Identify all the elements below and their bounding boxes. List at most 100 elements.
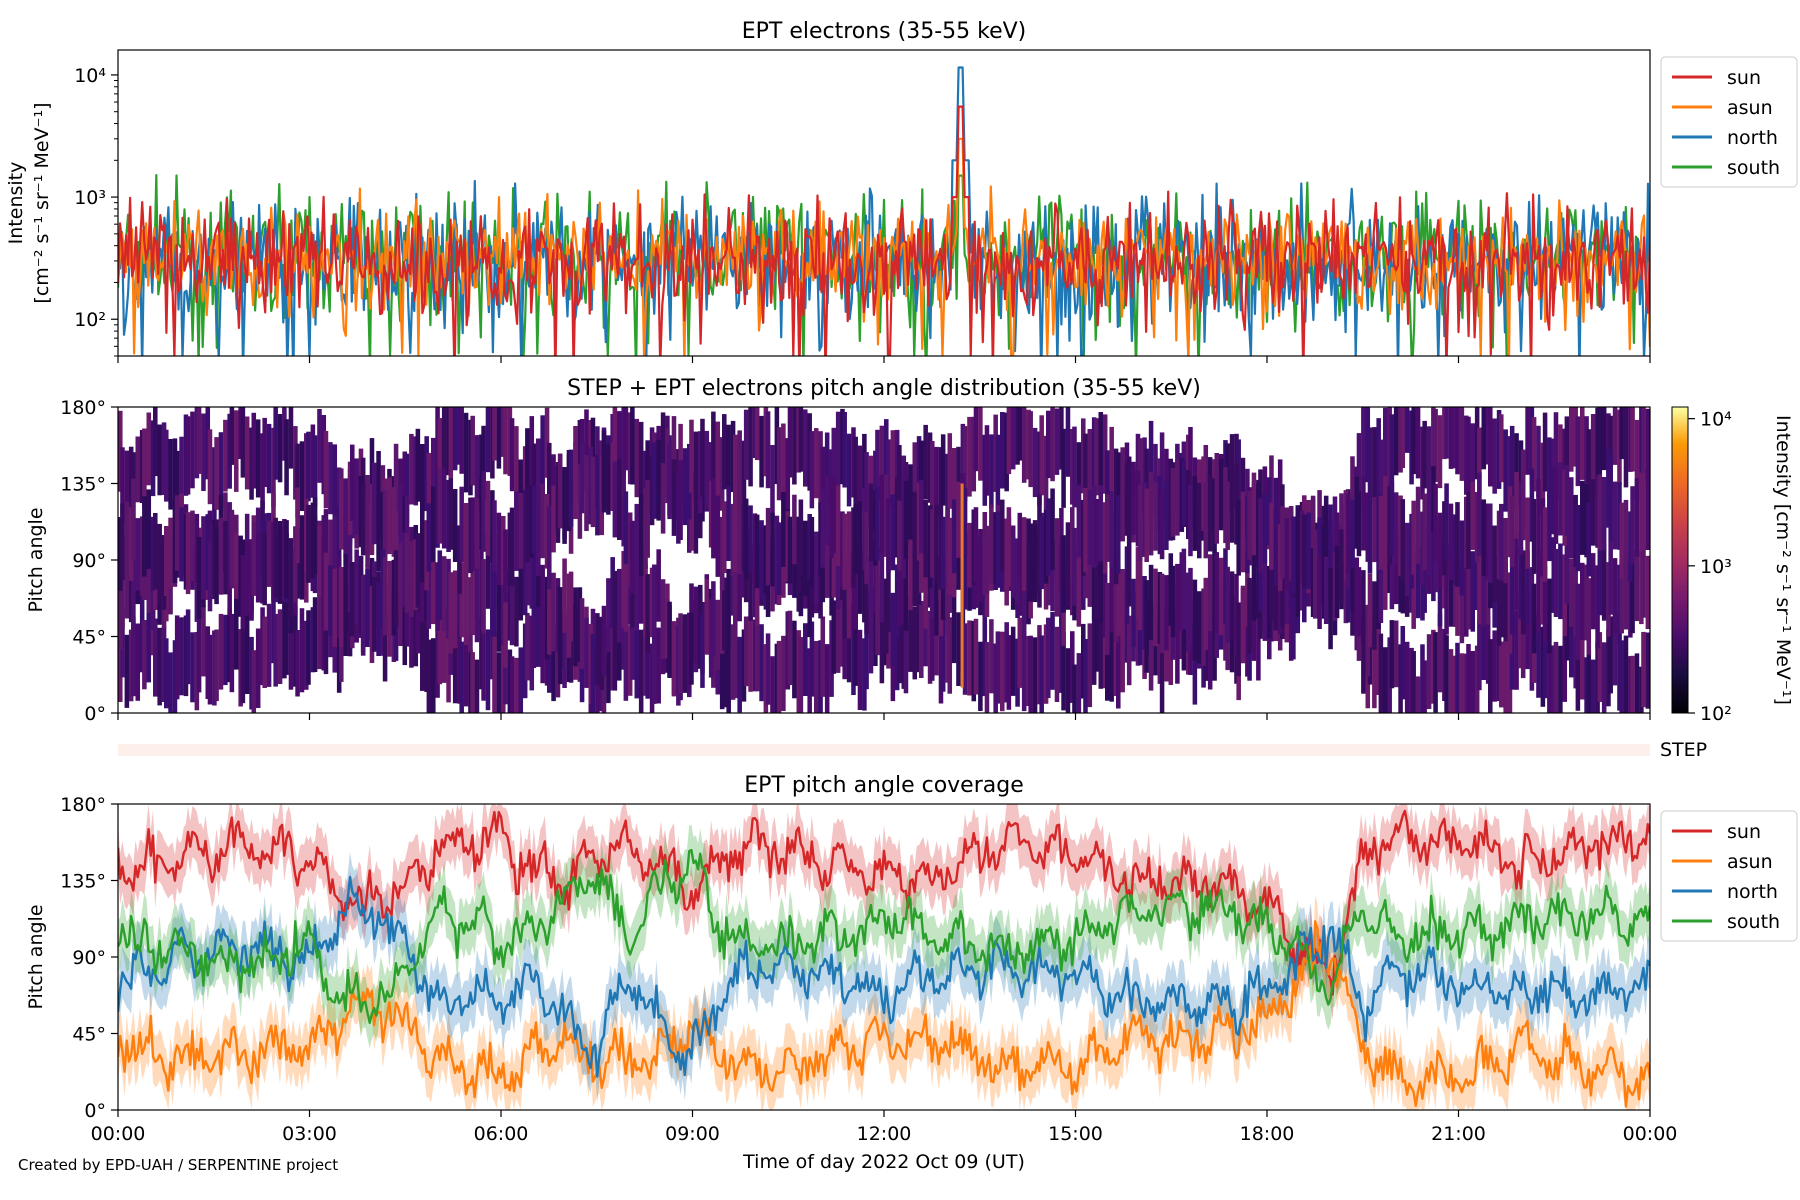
coverage-xtick-label: 06:00 — [474, 1123, 529, 1145]
pad-cell-north — [1247, 577, 1252, 654]
pad-cell-north — [146, 545, 152, 613]
pad-ytick-label: 0° — [84, 703, 106, 725]
pad-cell-asun — [509, 656, 515, 713]
pad-cell-sun — [1514, 433, 1519, 504]
pad-cell-sun — [1229, 434, 1235, 505]
pad-cell-north — [1356, 567, 1362, 637]
pad-cell-sun — [218, 432, 224, 509]
pad-cell-sun — [185, 416, 191, 495]
pad-cell-asun — [1411, 651, 1416, 713]
pad-yticks: 0° 45° 90° 135° 180° — [60, 397, 118, 725]
pad-cell-south — [737, 506, 742, 574]
pad-cell-south — [323, 552, 329, 631]
pad-cell-south — [1148, 471, 1154, 556]
pad-cell-sun — [229, 407, 235, 465]
pad-cell-north — [1192, 579, 1198, 661]
pad-cell-asun — [781, 635, 786, 711]
pad-cell-asun — [317, 594, 322, 670]
pad-cell-north — [470, 560, 475, 636]
pad-cell-south — [124, 501, 130, 576]
pad-cell-south — [509, 507, 515, 586]
pad-cell-north — [1612, 558, 1618, 634]
pad-cell-south — [1273, 509, 1279, 586]
pad-cell-south — [809, 517, 815, 588]
intensity-xticks — [117, 356, 1651, 363]
pad-cell-sun — [1006, 407, 1012, 475]
pad-cell-south — [131, 478, 136, 561]
pad-cell-asun — [1477, 618, 1482, 691]
pad-cell-north — [1525, 550, 1530, 625]
pad-cell-north — [1411, 549, 1416, 629]
pad-cell-north — [824, 524, 830, 598]
pad-cell-sun — [835, 411, 841, 487]
pad-cell-south — [1580, 480, 1585, 555]
pad-cell-north — [1455, 555, 1460, 636]
pad-cell-north — [452, 570, 458, 649]
pad-cell-south — [776, 522, 782, 595]
pad-cell-south — [437, 468, 443, 544]
pad-cell-north — [398, 483, 403, 564]
coverage-legend-label-south: south — [1727, 911, 1780, 933]
pad-cell-asun — [903, 622, 909, 694]
pad-cell-sun — [792, 407, 797, 485]
pad-cell-asun — [645, 630, 650, 699]
pad-cell-south — [1028, 523, 1033, 602]
pad-cell-south — [1514, 471, 1519, 539]
pad-cell-asun — [814, 641, 819, 713]
pad-cell-south — [814, 531, 819, 605]
pad-cell-sun — [1433, 408, 1438, 482]
pad-cell-north — [1558, 543, 1563, 620]
pad-cell-asun — [323, 596, 329, 675]
pad-cell-sun — [485, 407, 491, 473]
pad-cell-south — [485, 480, 491, 556]
pad-cell-sun — [660, 412, 666, 489]
pad-cell-north — [1586, 578, 1592, 655]
pad-cell-south — [481, 471, 486, 552]
pad-cell-asun — [612, 619, 618, 691]
pad-cell-south — [803, 520, 808, 596]
pad-cell-asun — [1597, 632, 1603, 702]
pad-cell-north — [1188, 567, 1193, 644]
pad-cell-south — [652, 442, 657, 519]
pad-cell-north — [1131, 578, 1136, 648]
pad-cell-south — [1448, 503, 1454, 581]
pad-cell-asun — [131, 616, 136, 697]
pad-cell-sun — [1641, 407, 1646, 486]
pad-cell-asun — [1054, 626, 1060, 702]
pad-cell-south — [1623, 499, 1629, 581]
pad-cell-sun — [1378, 439, 1384, 511]
pad-cell-sun — [787, 407, 793, 478]
pad-cell-south — [835, 485, 841, 566]
pad-cell-north — [617, 568, 622, 643]
pad-cell-south — [1021, 517, 1027, 591]
pad-cell-south — [1000, 499, 1005, 572]
pad-cell-asun — [470, 652, 475, 713]
pad-cell-south — [312, 497, 318, 575]
pad-cell-sun — [846, 433, 852, 507]
pad-cell-north — [903, 558, 909, 631]
pad-cell-north — [420, 551, 425, 622]
pad-cell-asun — [299, 608, 305, 693]
pad-cell-north — [1542, 565, 1548, 642]
pad-cell-north — [700, 614, 705, 688]
pad-cell-north — [360, 483, 366, 556]
pad-cell-sun — [722, 414, 727, 490]
pad-cell-sun — [912, 442, 918, 523]
pad-cell-asun — [409, 591, 414, 668]
pad-cell-north — [737, 546, 742, 622]
pad-cell-north — [496, 573, 502, 652]
pad-cell-south — [514, 491, 519, 571]
pad-cell-south — [689, 419, 694, 493]
pad-cell-sun — [671, 416, 677, 489]
pad-cell-sun — [135, 436, 141, 503]
pad-cell-north — [682, 616, 688, 693]
pad-colorbar-label: Intensity [cm⁻² s⁻¹ sr⁻¹ MeV⁻¹] — [1772, 415, 1794, 705]
pad-cell-asun — [463, 636, 469, 707]
pad-cell-sun — [1492, 418, 1497, 494]
pad-cell-south — [857, 501, 863, 574]
pad-cell-south — [299, 515, 305, 595]
pad-cell-sun — [214, 437, 219, 510]
pad-cell-south — [868, 483, 874, 562]
pad-cell-south — [1334, 546, 1340, 619]
pad-cell-asun — [244, 613, 250, 694]
